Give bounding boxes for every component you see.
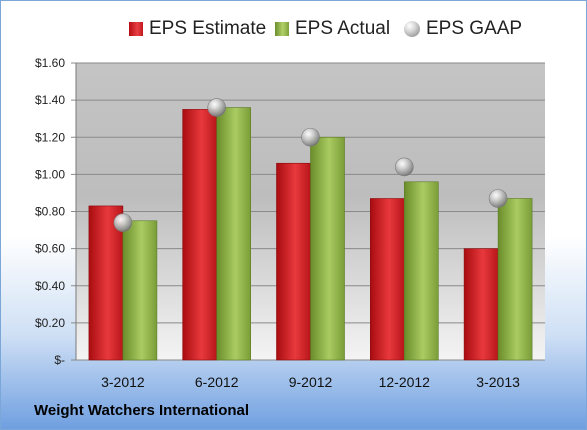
legend-item-eps-gaap: EPS GAAP [404,15,522,43]
bar-eps-estimate [276,162,311,361]
company-name: Weight Watchers International [34,402,250,419]
bar-eps-actual [216,107,251,361]
x-tick-label: 3-2012 [101,374,145,390]
y-tick-label: $1.40 [35,93,65,107]
y-tick-label: $0.60 [35,242,65,256]
legend-item-eps-actual: EPS Actual [275,15,390,43]
x-tick-label: 9-2012 [289,374,333,390]
y-tick-label: $0.40 [35,279,65,293]
legend-label-eps-actual: EPS Actual [295,18,391,39]
legend-swatch-eps-estimate [129,22,143,36]
x-tick-label: 12-2012 [379,374,431,390]
y-tick-label: $0.20 [35,316,65,330]
x-tick-label: 3-2013 [476,374,520,390]
bar-eps-actual [310,136,345,361]
bar-eps-actual [497,198,533,361]
y-tick-label: $0.80 [35,205,65,219]
bar-eps-estimate [369,198,405,361]
marker-eps-gaap [207,98,226,117]
marker-eps-gaap [113,213,133,232]
marker-eps-gaap [394,157,414,177]
legend-swatch-eps-actual [275,22,289,36]
bar-eps-estimate [182,109,217,361]
legend-label-eps-estimate: EPS Estimate [149,18,267,39]
legend-label-eps-gaap: EPS GAAP [426,18,523,39]
y-tick-label: $1.60 [35,56,65,70]
marker-eps-gaap [301,127,320,147]
y-tick-label: $- [54,353,65,367]
legend-marker-eps-gaap [404,21,420,37]
bar-eps-actual [122,220,158,361]
legend-item-eps-estimate: EPS Estimate [129,15,266,43]
y-tick-label: $1.00 [35,167,65,181]
y-tick-label: $1.20 [35,130,65,144]
bar-eps-estimate [463,248,499,361]
marker-eps-gaap [488,189,508,208]
bar-eps-actual [403,181,439,361]
bar-eps-estimate [88,205,124,361]
x-tick-label: 6-2012 [195,374,239,390]
